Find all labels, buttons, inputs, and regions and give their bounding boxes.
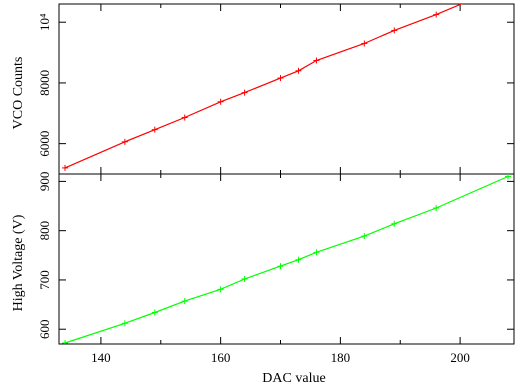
data-point: [361, 40, 368, 47]
data-point: [217, 98, 224, 105]
data-point: [433, 11, 440, 18]
bottom-y-axis-title: High Voltage (V): [11, 214, 26, 311]
series-group: [61, 174, 512, 344]
data-point: [433, 205, 440, 211]
y-tick-label: 700: [37, 270, 52, 290]
x-tick-label: 160: [211, 350, 231, 365]
data-point: [241, 275, 248, 282]
data-point: [277, 75, 284, 82]
series-line: [64, 4, 463, 169]
data-point: [391, 220, 398, 227]
data-point: [151, 126, 158, 133]
plot-frame: [58, 173, 515, 345]
data-point: [121, 138, 128, 145]
data-point: [277, 263, 284, 270]
data-point: [61, 340, 68, 344]
x-tick-label: 180: [331, 350, 351, 365]
series-group: [61, 4, 463, 171]
y-tick-label: 10⁴: [37, 13, 52, 31]
data-point: [181, 298, 188, 305]
data-point: [181, 114, 188, 121]
y-tick-label: 900: [37, 172, 52, 192]
plot-frame: [58, 3, 515, 175]
y-tick-label: 8000: [37, 70, 52, 96]
top-y-axis-title: VCO Counts: [11, 57, 26, 130]
data-point: [313, 249, 320, 256]
y-tick-label: 800: [37, 221, 52, 241]
data-point: [295, 67, 302, 74]
x-tick-label: 200: [450, 350, 470, 365]
series-line: [64, 175, 509, 344]
y-tick-label: 6000: [37, 131, 52, 157]
data-point: [61, 164, 68, 171]
data-point: [151, 309, 158, 316]
data-point: [313, 57, 320, 64]
chart-panels: 6000 8000 10⁴ 600 700 800 900 140 160 180 200: [37, 3, 515, 365]
data-point: [295, 256, 302, 263]
data-point: [505, 174, 512, 180]
data-point: [217, 286, 224, 293]
vco-counts-panel: 6000 8000 10⁴: [37, 3, 515, 175]
y-tick-label: 600: [37, 319, 52, 339]
x-axis-title: DAC value: [262, 371, 325, 386]
data-point: [391, 27, 398, 34]
data-point: [121, 320, 128, 327]
data-point: [361, 233, 368, 240]
high-voltage-panel: 600 700 800 900 140 160 180 200: [37, 172, 515, 365]
x-tick-label: 140: [91, 350, 111, 365]
data-point: [241, 89, 248, 96]
